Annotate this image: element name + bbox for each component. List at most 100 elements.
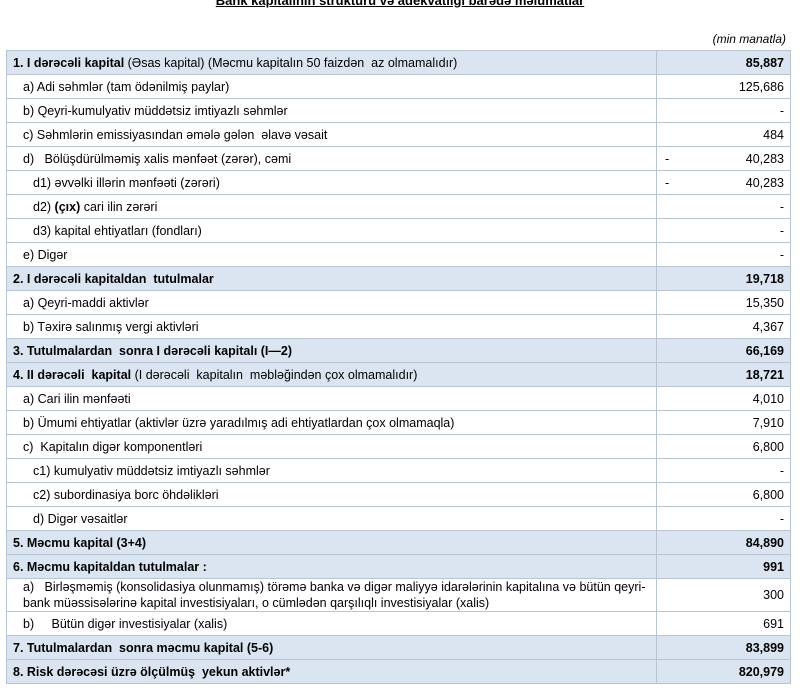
label-cell: e) Digər (6, 242, 657, 267)
label-text: b) Bütün digər investisiyalar (xalis) (23, 616, 228, 631)
value: 4,367 (752, 319, 784, 334)
value-cell: 125,686 (656, 74, 791, 99)
value-cell: 66,169 (656, 338, 791, 363)
label-cell: a) Adi səhmlər (tam ödənilmiş paylar) (6, 74, 657, 99)
label-text: 6. Məcmu kapitaldan tutulmalar : (13, 559, 207, 574)
value: 691 (763, 616, 784, 631)
item-row: d3) kapital ehtiyatları (fondları) - (6, 218, 791, 243)
value: 6,800 (752, 487, 784, 502)
value: 300 (763, 588, 784, 602)
label-text: b) Təxirə salınmış vergi aktivləri (23, 319, 199, 334)
label-cell: d2) (çıx) cari ilin zərəri (6, 194, 657, 219)
label-text: d3) kapital ehtiyatları (fondları) (33, 223, 202, 238)
label-cell: a) Qeyri-maddi aktivlər (6, 290, 657, 315)
label-cell: a) Cari ilin mənfəəti (6, 386, 657, 411)
value: - (779, 247, 784, 262)
label-text: d) Bölüşdürülməmiş xalis mənfəət (zərər)… (23, 151, 292, 166)
label-text: c1) kumulyativ müddətsiz imtiyazlı səhml… (33, 463, 270, 478)
label-text: 2. I dərəcəli kapitaldan tutulmalar (13, 271, 214, 286)
label-text: 3. Tutulmalardan sonra I dərəcəli kapita… (13, 343, 293, 358)
item-row: c2) subordinasiya borc öhdəlikləri 6,800 (6, 482, 791, 507)
item-row: d) Bölüşdürülməmiş xalis mənfəət (zərər)… (6, 146, 791, 171)
label-text: 8. Risk dərəcəsi üzrə ölçülmüş yekun akt… (13, 664, 291, 679)
label-cell: d) Digər vəsaitlər (6, 506, 657, 531)
item-row: c) Kapitalın digər komponentləri 6,800 (6, 434, 791, 459)
value-cell: 18,721 (656, 362, 791, 387)
sign: - (665, 175, 670, 190)
item-row: e) Digər - (6, 242, 791, 267)
value-cell: 84,890 (656, 530, 791, 555)
label-cell: 4. II dərəcəli kapital (I dərəcəli kapit… (6, 362, 657, 387)
label-cell: b) Təxirə salınmış vergi aktivləri (6, 314, 657, 339)
label-text: c) Səhmlərin emissiyasından əmələ gələn … (23, 127, 328, 142)
label-text: (çıx) (54, 199, 81, 214)
value-cell: - 40,283 (656, 170, 791, 195)
label-cell: c) Kapitalın digər komponentləri (6, 434, 657, 459)
item-row: b) Qeyri-kumulyativ müddətsiz imtiyazlı … (6, 98, 791, 123)
section-row: 3. Tutulmalardan sonra I dərəcəli kapita… (6, 338, 791, 363)
value: 40,283 (745, 151, 784, 166)
value: 7,910 (752, 415, 784, 430)
value: 19,718 (745, 271, 784, 286)
label-text: c) Kapitalın digər komponentləri (23, 439, 203, 454)
label-text: a) Birləşməmiş (konsolidasiya olunmamış)… (23, 580, 646, 610)
label-cell: 8. Risk dərəcəsi üzrə ölçülmüş yekun akt… (6, 659, 657, 684)
label-text: a) Adi səhmlər (tam ödənilmiş paylar) (23, 79, 230, 94)
value-cell: - (656, 506, 791, 531)
value-cell: - (656, 458, 791, 483)
value-cell: 7,910 (656, 410, 791, 435)
label-cell: 3. Tutulmalardan sonra I dərəcəli kapita… (6, 338, 657, 363)
value-cell: - 40,283 (656, 146, 791, 171)
item-row: b) Bütün digər investisiyalar (xalis) 691 (6, 611, 791, 636)
label-cell: a) Birləşməmiş (konsolidasiya olunmamış)… (6, 578, 657, 612)
value-cell: 4,010 (656, 386, 791, 411)
section-row: 2. I dərəcəli kapitaldan tutulmalar 19,71… (6, 266, 791, 291)
value-cell: 6,800 (656, 482, 791, 507)
label-text: 1. I dərəcəli kapital (13, 55, 125, 70)
label-text: d1) əvvəlki illərin mənfəəti (zərəri) (33, 175, 220, 190)
item-row: a) Birləşməmiş (konsolidasiya olunmamış)… (6, 578, 791, 612)
value: - (779, 199, 784, 214)
sign: - (665, 151, 670, 166)
item-row: a) Adi səhmlər (tam ödənilmiş paylar) 125… (6, 74, 791, 99)
value-cell: 85,887 (656, 50, 791, 75)
label-text: (I dərəcəli kapitalın məbləğindən çox ol… (131, 367, 418, 382)
value-cell: 83,899 (656, 635, 791, 660)
label-text: cari ilin zərəri (80, 199, 158, 214)
section-row: 1. I dərəcəli kapital (Əsas kapital) (Mə… (6, 50, 791, 75)
label-text: 4. II dərəcəli kapital (13, 367, 132, 382)
label-cell: c) Səhmlərin emissiyasından əmələ gələn … (6, 122, 657, 147)
label-cell: 5. Məcmu kapital (3+4) (6, 530, 657, 555)
label-cell: b) Bütün digər investisiyalar (xalis) (6, 611, 657, 636)
value: 820,979 (738, 664, 784, 679)
unit-note: (min manatla) (712, 32, 786, 46)
label-cell: 1. I dərəcəli kapital (Əsas kapital) (Mə… (6, 50, 657, 75)
label-text: b) Ümumi ehtiyatlar (aktivlər üzrə yarad… (23, 415, 455, 430)
label-cell: 7. Tutulmalardan sonra məcmu kapital (5-… (6, 635, 657, 660)
label-cell: c1) kumulyativ müddətsiz imtiyazlı səhml… (6, 458, 657, 483)
section-row: 5. Məcmu kapital (3+4) 84,890 (6, 530, 791, 555)
value: 6,800 (752, 439, 784, 454)
value: 85,887 (745, 55, 784, 70)
value-cell: - (656, 218, 791, 243)
value: - (779, 103, 784, 118)
label-text: c2) subordinasiya borc öhdəlikləri (33, 487, 219, 502)
label-cell: 2. I dərəcəli kapitaldan tutulmalar (6, 266, 657, 291)
title: Bank kapitalının strukturu və adekvatlığ… (215, 0, 585, 8)
value: 18,721 (745, 367, 784, 382)
section-row: 4. II dərəcəli kapital (I dərəcəli kapit… (6, 362, 791, 387)
item-row: a) Qeyri-maddi aktivlər 15,350 (6, 290, 791, 315)
label-cell: d1) əvvəlki illərin mənfəəti (zərəri) (6, 170, 657, 195)
label-text: d) Digər vəsaitlər (33, 511, 128, 526)
label-cell: c2) subordinasiya borc öhdəlikləri (6, 482, 657, 507)
value: 40,283 (745, 175, 784, 190)
item-row: a) Cari ilin mənfəəti 4,010 (6, 386, 791, 411)
item-row: b) Ümumi ehtiyatlar (aktivlər üzrə yarad… (6, 410, 791, 435)
value-cell: 4,367 (656, 314, 791, 339)
label-text: 7. Tutulmalardan sonra məcmu kapital (5-… (13, 640, 274, 655)
item-row: d) Digər vəsaitlər - (6, 506, 791, 531)
label-text: a) Cari ilin mənfəəti (23, 391, 131, 406)
value-cell: 991 (656, 554, 791, 579)
capital-table: 1. I dərəcəli kapital (Əsas kapital) (Mə… (6, 50, 791, 684)
